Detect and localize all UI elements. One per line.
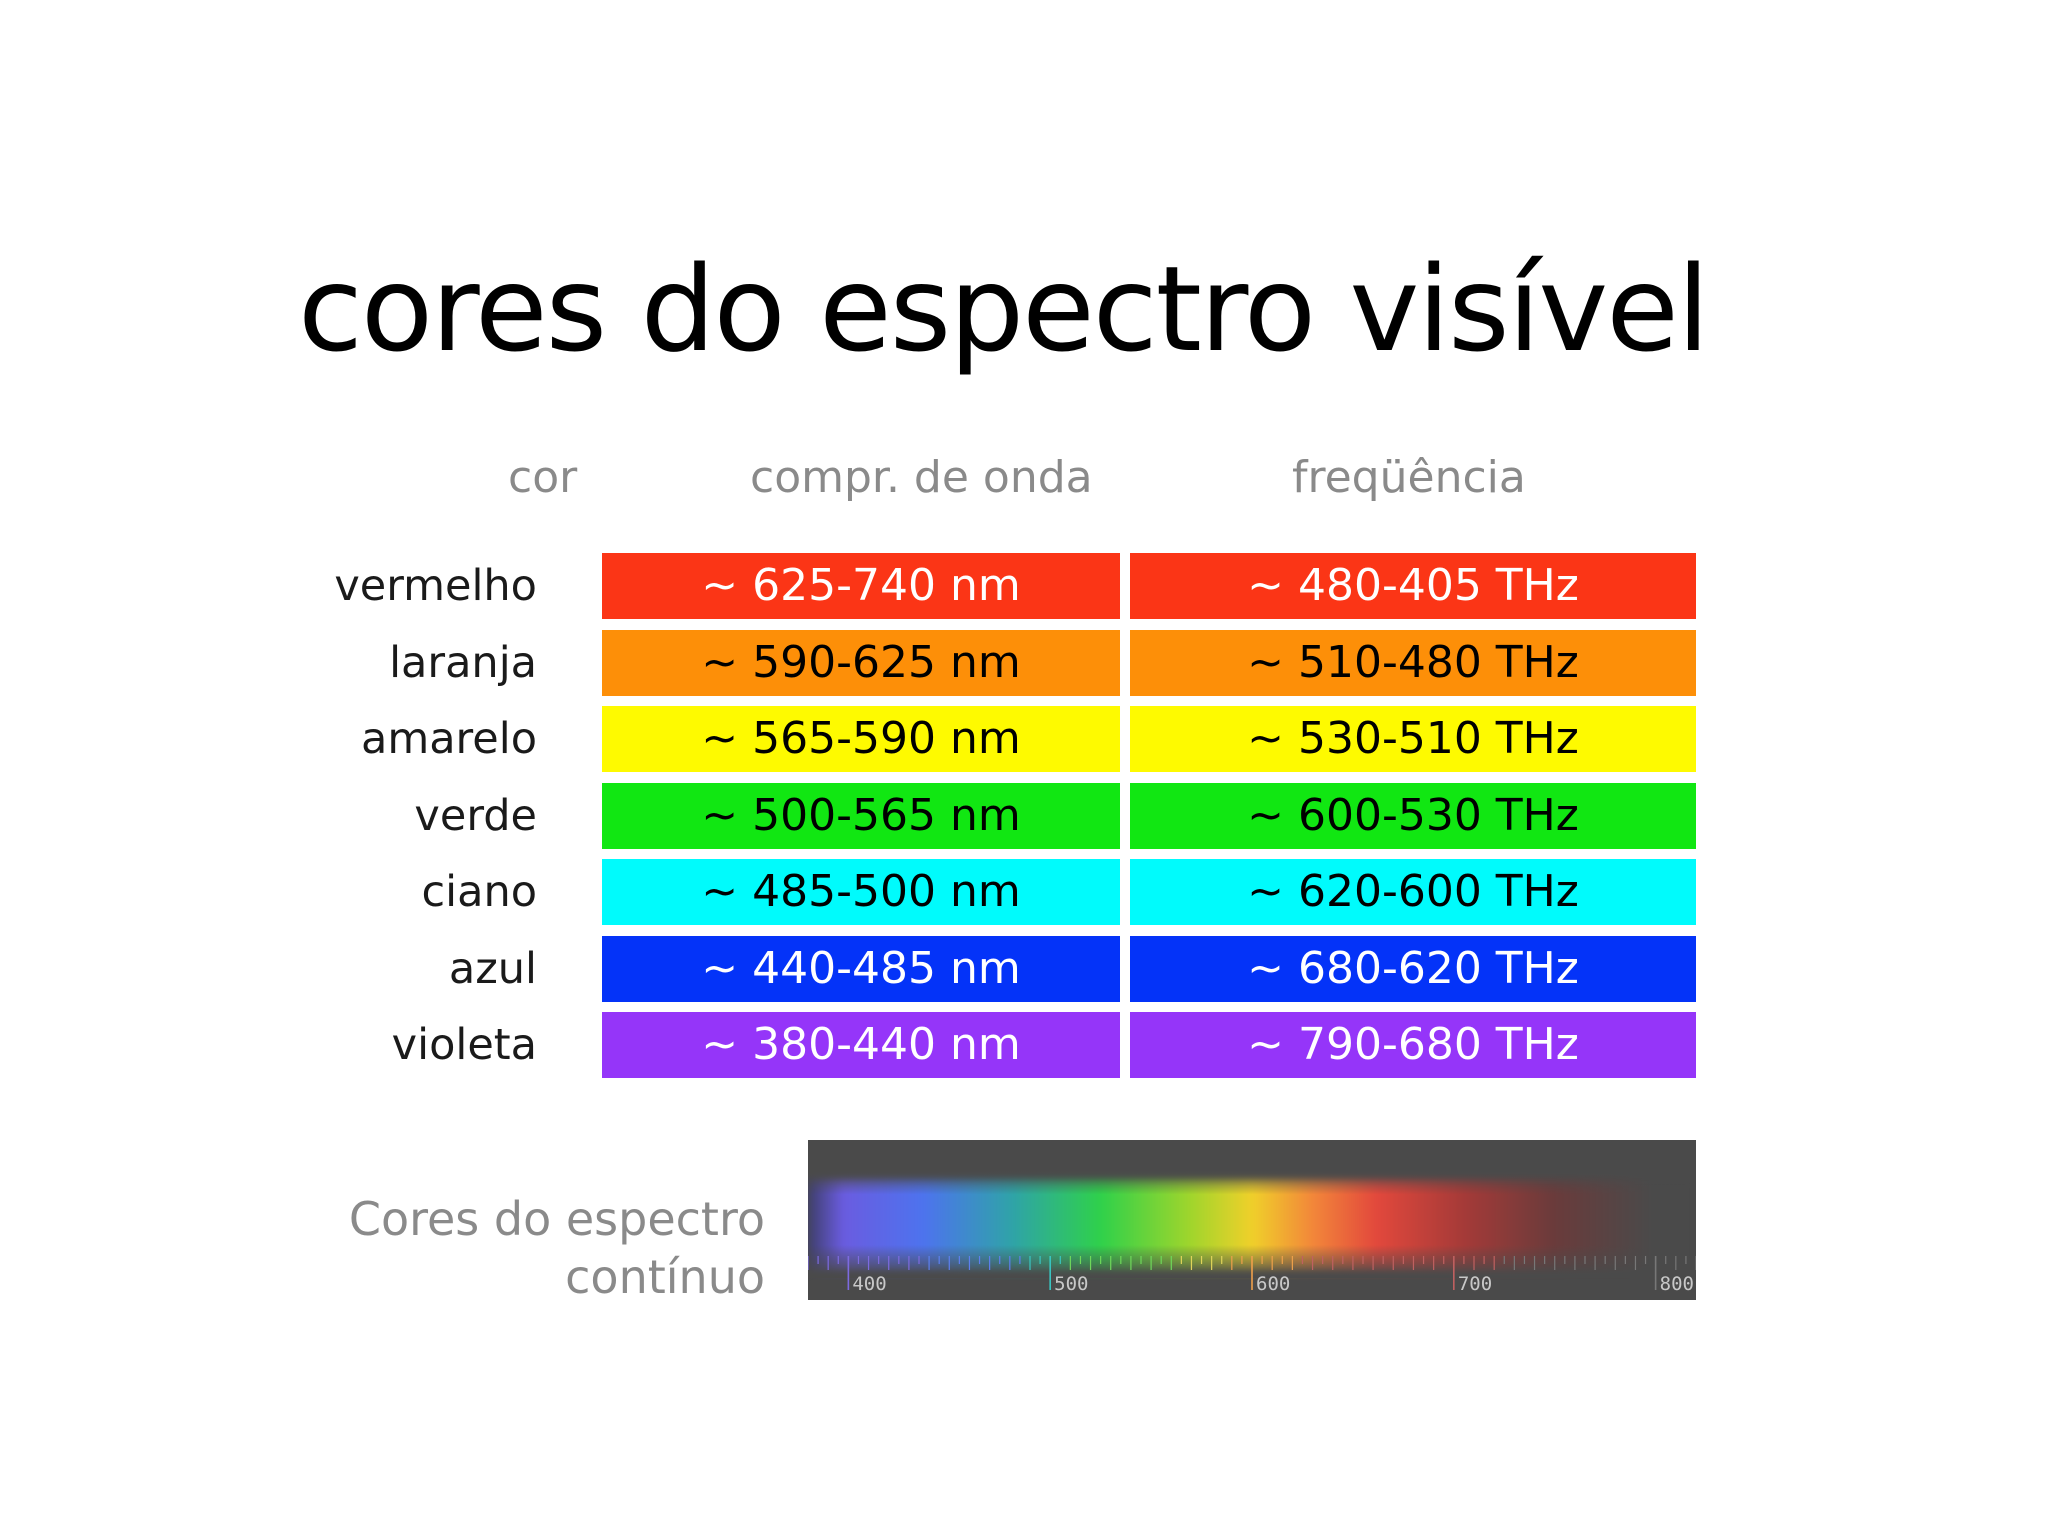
color-name: ciano xyxy=(421,867,538,917)
table-row-amarelo: amarelo ~ 565-590 nm ~ 530-510 THz xyxy=(300,706,1700,772)
color-name: laranja xyxy=(389,637,537,688)
scale-label: 700 xyxy=(1458,1273,1492,1295)
wavelength-band: ~ 625-740 nm xyxy=(602,553,1120,619)
frequency-band: ~ 480-405 THz xyxy=(1130,553,1696,619)
table-row-verde: verde ~ 500-565 nm ~ 600-530 THz xyxy=(300,782,1700,849)
scale-label: 600 xyxy=(1256,1273,1290,1295)
color-table: vermelho ~ 625-740 nm ~ 480-405 THz lara… xyxy=(300,553,1700,1089)
color-name: verde xyxy=(414,790,537,841)
wavelength-band: ~ 485-500 nm xyxy=(602,859,1120,925)
slide-title: cores do espectro visível xyxy=(298,240,1710,378)
table-row-vermelho: vermelho ~ 625-740 nm ~ 480-405 THz xyxy=(300,553,1700,619)
frequency-band: ~ 600-530 THz xyxy=(1130,782,1696,849)
table-row-violeta: violeta ~ 380-440 nm ~ 790-680 THz xyxy=(300,1012,1700,1078)
color-name: azul xyxy=(448,943,537,994)
frequency-band: ~ 680-620 THz xyxy=(1130,935,1696,1002)
wavelength-band: ~ 590-625 nm xyxy=(602,629,1120,696)
table-row-ciano: ciano ~ 485-500 nm ~ 620-600 THz xyxy=(300,859,1700,925)
wavelength-scale: 400 500 600 700 800 xyxy=(808,1256,1696,1295)
scale-label: 400 xyxy=(852,1273,886,1295)
wavelength-band: ~ 500-565 nm xyxy=(602,782,1120,849)
column-header-color: cor xyxy=(508,452,578,503)
frequency-band: ~ 530-510 THz xyxy=(1130,706,1696,772)
color-name: amarelo xyxy=(360,714,537,764)
continuous-spectrum-image: 400 500 600 700 800 xyxy=(808,1140,1696,1300)
wavelength-band: ~ 565-590 nm xyxy=(602,706,1120,772)
spectrum-caption: Cores do espectro contínuo xyxy=(300,1190,765,1306)
scale-label: 800 xyxy=(1660,1273,1694,1295)
color-name: vermelho xyxy=(334,561,537,611)
table-row-azul: azul ~ 440-485 nm ~ 680-620 THz xyxy=(300,935,1700,1002)
spectrum-caption-line-2: contínuo xyxy=(565,1250,765,1304)
frequency-band: ~ 620-600 THz xyxy=(1130,859,1696,925)
frequency-band: ~ 790-680 THz xyxy=(1130,1012,1696,1078)
spectrum-caption-line-1: Cores do espectro xyxy=(348,1192,765,1246)
scale-label: 500 xyxy=(1054,1273,1088,1295)
column-header-wavelength: compr. de onda xyxy=(750,452,1093,503)
column-header-frequency: freqüência xyxy=(1292,452,1526,503)
table-row-laranja: laranja ~ 590-625 nm ~ 510-480 THz xyxy=(300,629,1700,696)
frequency-band: ~ 510-480 THz xyxy=(1130,629,1696,696)
wavelength-band: ~ 440-485 nm xyxy=(602,935,1120,1002)
color-name: violeta xyxy=(391,1020,537,1070)
wavelength-band: ~ 380-440 nm xyxy=(602,1012,1120,1078)
